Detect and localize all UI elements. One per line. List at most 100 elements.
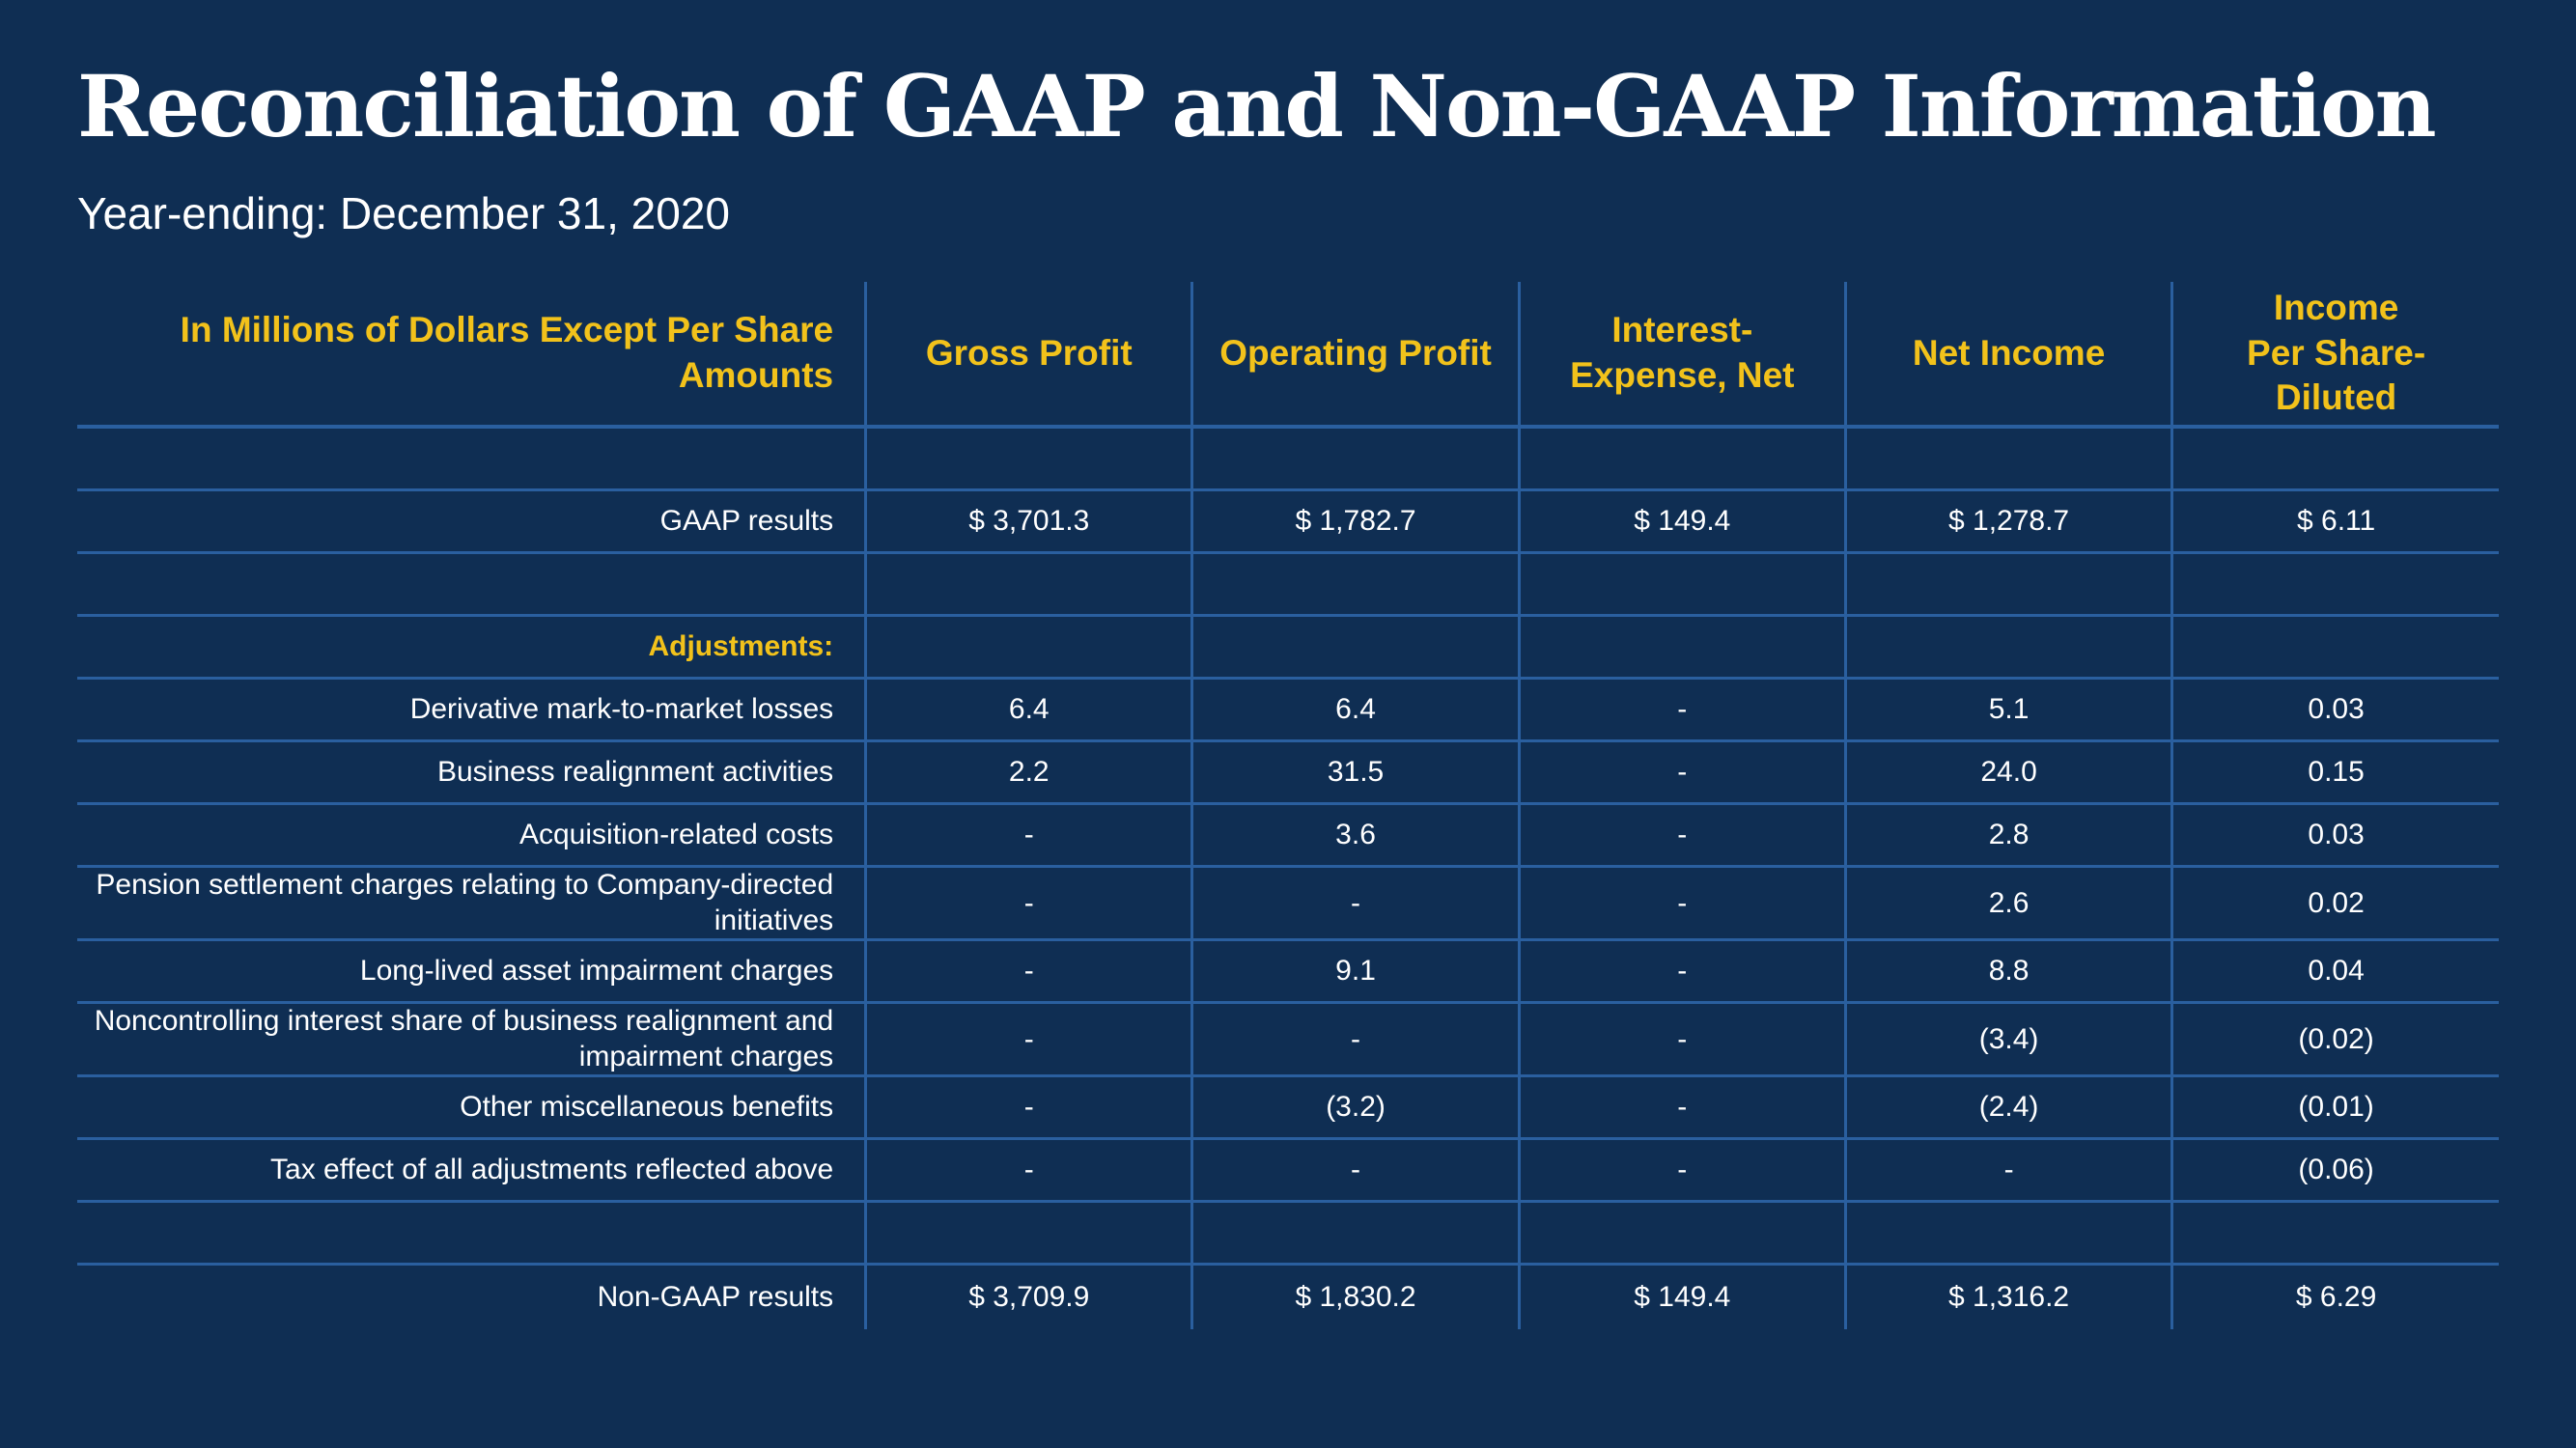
eps-diluted-cell: (0.02) [2170, 1002, 2499, 1078]
net-income-cell: 2.6 [1843, 866, 2172, 942]
table-row: Tax effect of all adjustments reflected … [77, 1138, 2499, 1204]
net-income-cell: (3.4) [1843, 1002, 2172, 1078]
row-label: Non-GAAP results [597, 1281, 834, 1314]
row-label: Pension settlement charges relating to C… [77, 866, 866, 942]
operating-profit-cell [1190, 427, 1520, 491]
table-row: Other miscellaneous benefits - (3.2) - (2.4)… [77, 1075, 2499, 1141]
operating-profit-cell: 6.4 [1190, 678, 1520, 742]
interest-expense-cell: - [1517, 678, 1846, 742]
row-label: Other miscellaneous benefits [77, 1075, 866, 1141]
interest-expense-cell: - [1517, 1138, 1846, 1204]
gross-profit-cell: - [864, 866, 1192, 942]
gross-profit-cell: $ 3,701.3 [864, 489, 1192, 554]
table-body: GAAP results $ 3,701.3 $ 1,782.7 $ 149.4 $ 1… [77, 427, 2499, 1330]
operating-profit-cell: - [1190, 866, 1520, 942]
column-header-operating-profit: Operating Profit [1190, 282, 1520, 429]
eps-diluted-cell: 0.15 [2170, 740, 2499, 805]
column-header-eps-diluted: Income Per Share- Diluted [2170, 282, 2499, 429]
gross-profit-cell: - [864, 1075, 1192, 1141]
eps-diluted-cell: (0.01) [2170, 1075, 2499, 1141]
table-spacer-row [77, 427, 2499, 491]
gross-profit-cell [864, 1201, 1192, 1267]
gross-profit-cell: - [864, 939, 1192, 1005]
operating-profit-cell: $ 1,830.2 [1190, 1264, 1520, 1330]
net-income-cell: $ 1,278.7 [1843, 489, 2172, 554]
page-title: Reconciliation of GAAP and Non-GAAP Info… [77, 56, 2437, 156]
row-label: Long-lived asset impairment charges [77, 939, 866, 1005]
gross-profit-cell: 2.2 [864, 740, 1192, 805]
net-income-cell [1843, 552, 2172, 617]
operating-profit-cell [1190, 552, 1520, 617]
gross-profit-cell [864, 615, 1192, 680]
operating-profit-cell: $ 1,782.7 [1190, 489, 1520, 554]
eps-diluted-cell: 0.04 [2170, 939, 2499, 1005]
eps-diluted-cell: $ 6.11 [2170, 489, 2499, 554]
table-spacer-row [77, 1201, 2499, 1267]
eps-diluted-cell [2170, 552, 2499, 617]
interest-expense-cell [1517, 552, 1846, 617]
gross-profit-cell: 6.4 [864, 678, 1192, 742]
row-label: Tax effect of all adjustments reflected … [77, 1138, 866, 1204]
eps-diluted-cell [2170, 427, 2499, 491]
interest-expense-cell: - [1517, 740, 1846, 805]
net-income-cell: - [1843, 1138, 2172, 1204]
column-header-label: In Millions of Dollars Except Per Share … [77, 282, 866, 429]
gross-profit-cell: - [864, 803, 1192, 868]
row-label: Noncontrolling interest share of busines… [77, 1002, 866, 1078]
row-label: Derivative mark-to-market losses [77, 678, 866, 742]
operating-profit-cell: 3.6 [1190, 803, 1520, 868]
operating-profit-cell: (3.2) [1190, 1075, 1520, 1141]
table-header-row: In Millions of Dollars Except Per Share … [77, 282, 2499, 429]
gross-profit-cell: - [864, 1002, 1192, 1078]
table-row: Business realignment activities 2.2 31.5-2… [77, 740, 2499, 805]
net-income-cell: 5.1 [1843, 678, 2172, 742]
gross-profit-cell [864, 552, 1192, 617]
eps-diluted-cell: $ 6.29 [2170, 1264, 2499, 1330]
table-row: GAAP results $ 3,701.3 $ 1,782.7 $ 149.4 $ 1… [77, 489, 2499, 554]
interest-expense-cell: $ 149.4 [1517, 1264, 1846, 1330]
net-income-cell [1843, 1201, 2172, 1267]
operating-profit-cell [1190, 615, 1520, 680]
gross-profit-cell: $ 3,709.9 [864, 1264, 1192, 1330]
gross-profit-cell: - [864, 1138, 1192, 1204]
interest-expense-cell: - [1517, 866, 1846, 942]
operating-profit-cell: 9.1 [1190, 939, 1520, 1005]
interest-expense-cell: - [1517, 1075, 1846, 1141]
table-row: Acquisition-related costs -3.6-2.8 0.03 [77, 803, 2499, 868]
reconciliation-table: In Millions of Dollars Except Per Share … [77, 282, 2499, 1330]
row-label: Adjustments: [77, 615, 866, 680]
operating-profit-cell: - [1190, 1138, 1520, 1204]
net-income-cell [1843, 615, 2172, 680]
table-row: Derivative mark-to-market losses 6.4 6.4-5… [77, 678, 2499, 742]
column-header-interest-expense: Interest- Expense, Net [1517, 282, 1846, 429]
eps-diluted-cell [2170, 1201, 2499, 1267]
net-income-cell [1843, 427, 2172, 491]
column-header-net-income: Net Income [1843, 282, 2172, 429]
operating-profit-cell: 31.5 [1190, 740, 1520, 805]
operating-profit-cell [1190, 1201, 1520, 1267]
row-label: Business realignment activities [77, 740, 866, 805]
column-header-gross-profit: Gross Profit [864, 282, 1192, 429]
row-label [77, 1201, 866, 1267]
gross-profit-cell [864, 427, 1192, 491]
eps-diluted-cell [2170, 615, 2499, 680]
eps-diluted-cell: 0.02 [2170, 866, 2499, 942]
row-label [77, 552, 866, 617]
table-row: Non-GAAP results $ 3,709.9 $ 1,830.2 $ 149.… [77, 1264, 2499, 1330]
net-income-cell: (2.4) [1843, 1075, 2172, 1141]
eps-diluted-cell: 0.03 [2170, 803, 2499, 868]
net-income-cell: 8.8 [1843, 939, 2172, 1005]
table-row: Pension settlement charges relating to C… [77, 866, 2499, 942]
interest-expense-cell: - [1517, 939, 1846, 1005]
interest-expense-cell: - [1517, 1002, 1846, 1078]
row-label: Acquisition-related costs [77, 803, 866, 868]
eps-diluted-cell: (0.06) [2170, 1138, 2499, 1204]
page-subtitle: Year-ending: December 31, 2020 [77, 188, 730, 238]
interest-expense-cell [1517, 1201, 1846, 1267]
table-row: Noncontrolling interest share of busines… [77, 1002, 2499, 1078]
interest-expense-cell: - [1517, 803, 1846, 868]
operating-profit-cell: - [1190, 1002, 1520, 1078]
table-spacer-row [77, 552, 2499, 617]
net-income-cell: 2.8 [1843, 803, 2172, 868]
table-section-row: Adjustments: [77, 615, 2499, 680]
